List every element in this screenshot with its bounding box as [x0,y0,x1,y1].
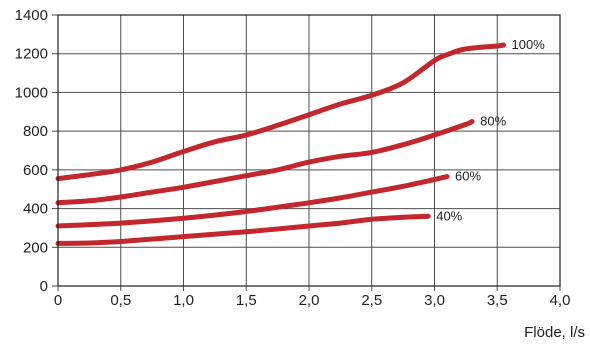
y-tick-label: 1400 [15,7,48,24]
x-tick-label: 1,5 [236,292,257,309]
series-label-100: 100% [512,37,546,52]
x-tick-label: 2,0 [299,292,320,309]
x-tick-label: 0,5 [110,292,131,309]
grid [52,14,561,291]
x-axis-title: Flöde, l/s [524,324,585,341]
series-label-40: 40% [436,208,462,223]
series-labels: 100% 80% 60% 40% [436,37,545,223]
y-tick-label: 1200 [15,46,48,63]
series-line-60 [55,174,450,229]
tick-labels: 0 0,5 1,0 1,5 2,0 2,5 3,0 3,5 4,0 0 200 400 600 800 10… [15,7,571,309]
series-line-40 [55,213,431,246]
series-label-60: 60% [455,169,481,184]
y-tick-label: 800 [23,123,48,140]
x-tick-label: 2,5 [361,292,382,309]
x-tick-label: 4,0 [550,292,571,309]
y-tick-label: 0 [40,278,48,295]
curves [55,42,506,246]
series-line-80 [55,119,475,206]
x-tick-label: 3,5 [487,292,508,309]
y-tick-label: 200 [23,239,48,256]
plot-frame [57,14,561,287]
y-tick-label: 400 [23,201,48,218]
y-tick-label: 600 [23,162,48,179]
x-tick-label: 1,0 [173,292,194,309]
series-label-80: 80% [480,113,506,128]
series-line-100 [55,42,506,182]
x-tick-label: 3,0 [424,292,445,309]
y-tick-label: 1000 [15,84,48,101]
x-tick-label: 0 [54,292,62,309]
